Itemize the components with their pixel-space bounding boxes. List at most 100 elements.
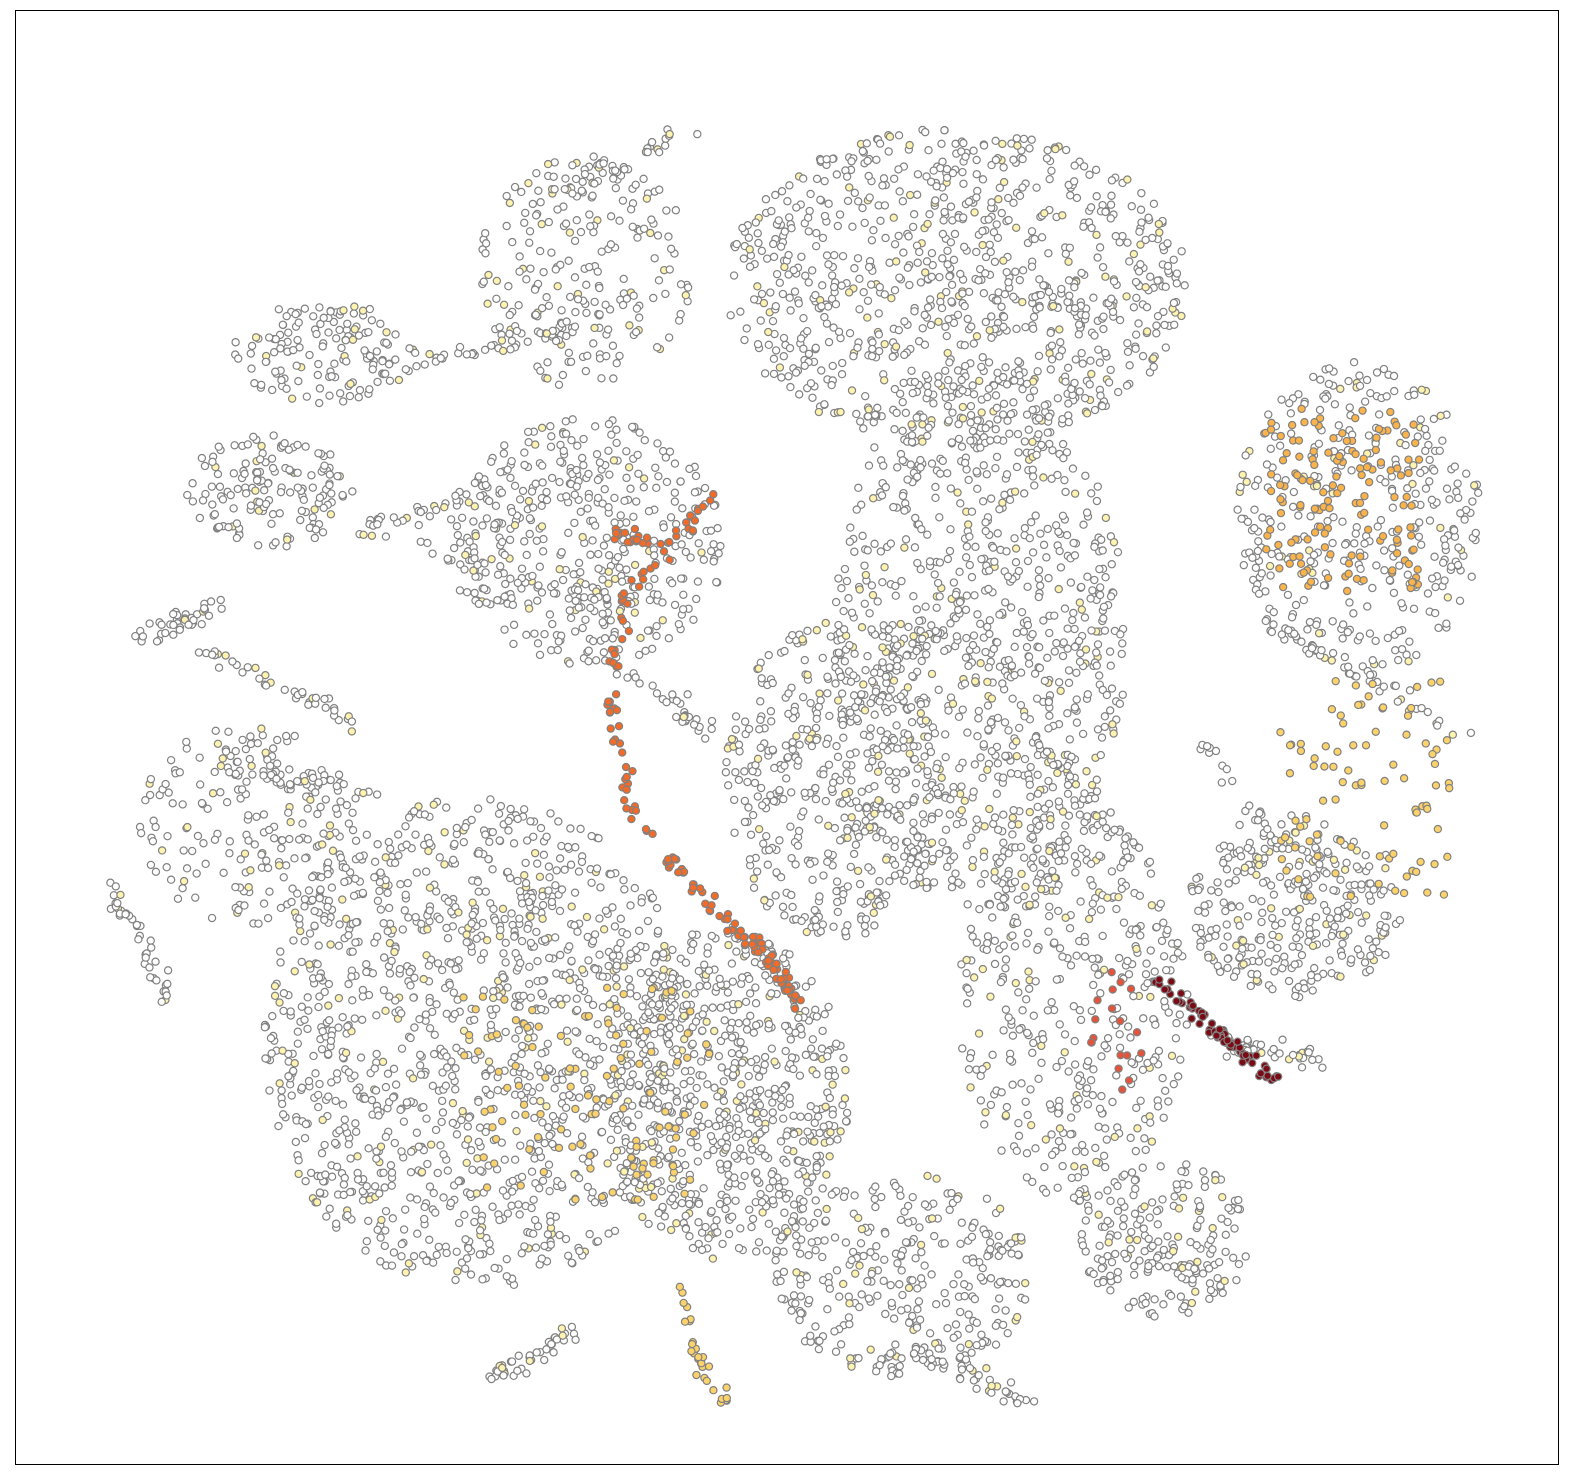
point bbox=[947, 280, 957, 290]
point bbox=[451, 1064, 460, 1073]
point bbox=[749, 295, 759, 304]
point bbox=[986, 247, 995, 257]
point bbox=[992, 403, 1002, 413]
point bbox=[327, 372, 336, 381]
point bbox=[991, 391, 1001, 400]
point bbox=[509, 620, 519, 630]
point bbox=[875, 901, 885, 910]
point bbox=[579, 434, 588, 444]
point bbox=[836, 407, 845, 417]
point bbox=[327, 1078, 336, 1087]
point bbox=[902, 801, 912, 810]
point bbox=[1064, 257, 1073, 266]
point bbox=[912, 605, 922, 614]
point bbox=[880, 201, 890, 210]
point bbox=[757, 289, 767, 299]
point bbox=[404, 1259, 414, 1268]
point bbox=[520, 537, 529, 546]
point bbox=[1152, 329, 1161, 338]
point bbox=[502, 221, 511, 231]
point bbox=[833, 221, 843, 231]
point bbox=[987, 198, 996, 207]
point bbox=[978, 226, 987, 236]
point bbox=[574, 558, 584, 568]
point bbox=[920, 752, 929, 761]
point bbox=[314, 359, 323, 369]
point bbox=[467, 815, 476, 825]
point bbox=[561, 429, 571, 438]
point bbox=[664, 232, 673, 241]
point bbox=[638, 1212, 647, 1222]
point bbox=[507, 456, 516, 466]
point bbox=[1001, 363, 1010, 372]
point bbox=[199, 839, 208, 848]
point bbox=[972, 193, 981, 202]
point bbox=[327, 1172, 337, 1181]
point bbox=[245, 754, 254, 764]
point bbox=[779, 794, 788, 804]
point bbox=[807, 741, 817, 751]
point bbox=[1077, 348, 1086, 358]
point bbox=[818, 653, 827, 663]
point bbox=[542, 495, 552, 505]
point bbox=[709, 557, 718, 566]
point bbox=[533, 859, 542, 868]
point bbox=[572, 1005, 582, 1015]
point bbox=[658, 616, 667, 625]
point bbox=[151, 867, 161, 877]
point bbox=[463, 1122, 473, 1131]
point bbox=[798, 1217, 807, 1226]
point bbox=[858, 531, 867, 541]
point bbox=[208, 789, 218, 798]
point bbox=[1072, 718, 1082, 727]
point bbox=[411, 830, 420, 839]
point bbox=[543, 358, 552, 367]
point bbox=[409, 1251, 419, 1261]
point bbox=[900, 317, 909, 326]
point bbox=[938, 229, 948, 239]
point bbox=[615, 563, 624, 572]
point bbox=[715, 1159, 725, 1168]
point bbox=[570, 490, 579, 499]
point bbox=[198, 496, 208, 505]
point bbox=[424, 846, 433, 856]
point bbox=[1025, 807, 1034, 817]
point bbox=[391, 355, 400, 364]
point bbox=[918, 437, 927, 446]
point bbox=[508, 1176, 518, 1186]
point bbox=[284, 808, 293, 817]
point bbox=[874, 330, 884, 339]
point bbox=[1090, 794, 1100, 803]
point bbox=[183, 822, 192, 832]
point bbox=[419, 974, 428, 984]
point bbox=[1098, 401, 1107, 411]
point bbox=[593, 493, 603, 503]
point bbox=[500, 441, 509, 450]
point bbox=[945, 810, 955, 819]
point bbox=[275, 998, 284, 1007]
point bbox=[325, 821, 335, 830]
point bbox=[182, 864, 192, 873]
point bbox=[877, 804, 887, 813]
point bbox=[1146, 272, 1155, 281]
point bbox=[531, 906, 540, 915]
point bbox=[703, 949, 712, 958]
point bbox=[316, 802, 325, 812]
point bbox=[720, 1016, 729, 1025]
point bbox=[1040, 676, 1050, 686]
point bbox=[806, 189, 815, 199]
point bbox=[500, 1155, 509, 1164]
point bbox=[672, 1219, 681, 1228]
point bbox=[1090, 405, 1100, 415]
point bbox=[175, 768, 184, 777]
point bbox=[1105, 647, 1115, 656]
point bbox=[1100, 626, 1110, 635]
point bbox=[344, 1140, 353, 1149]
point bbox=[340, 877, 349, 887]
point bbox=[885, 132, 895, 141]
point bbox=[867, 236, 877, 245]
point bbox=[823, 857, 832, 867]
point bbox=[249, 432, 258, 442]
point bbox=[1032, 878, 1041, 887]
point bbox=[527, 1167, 537, 1176]
